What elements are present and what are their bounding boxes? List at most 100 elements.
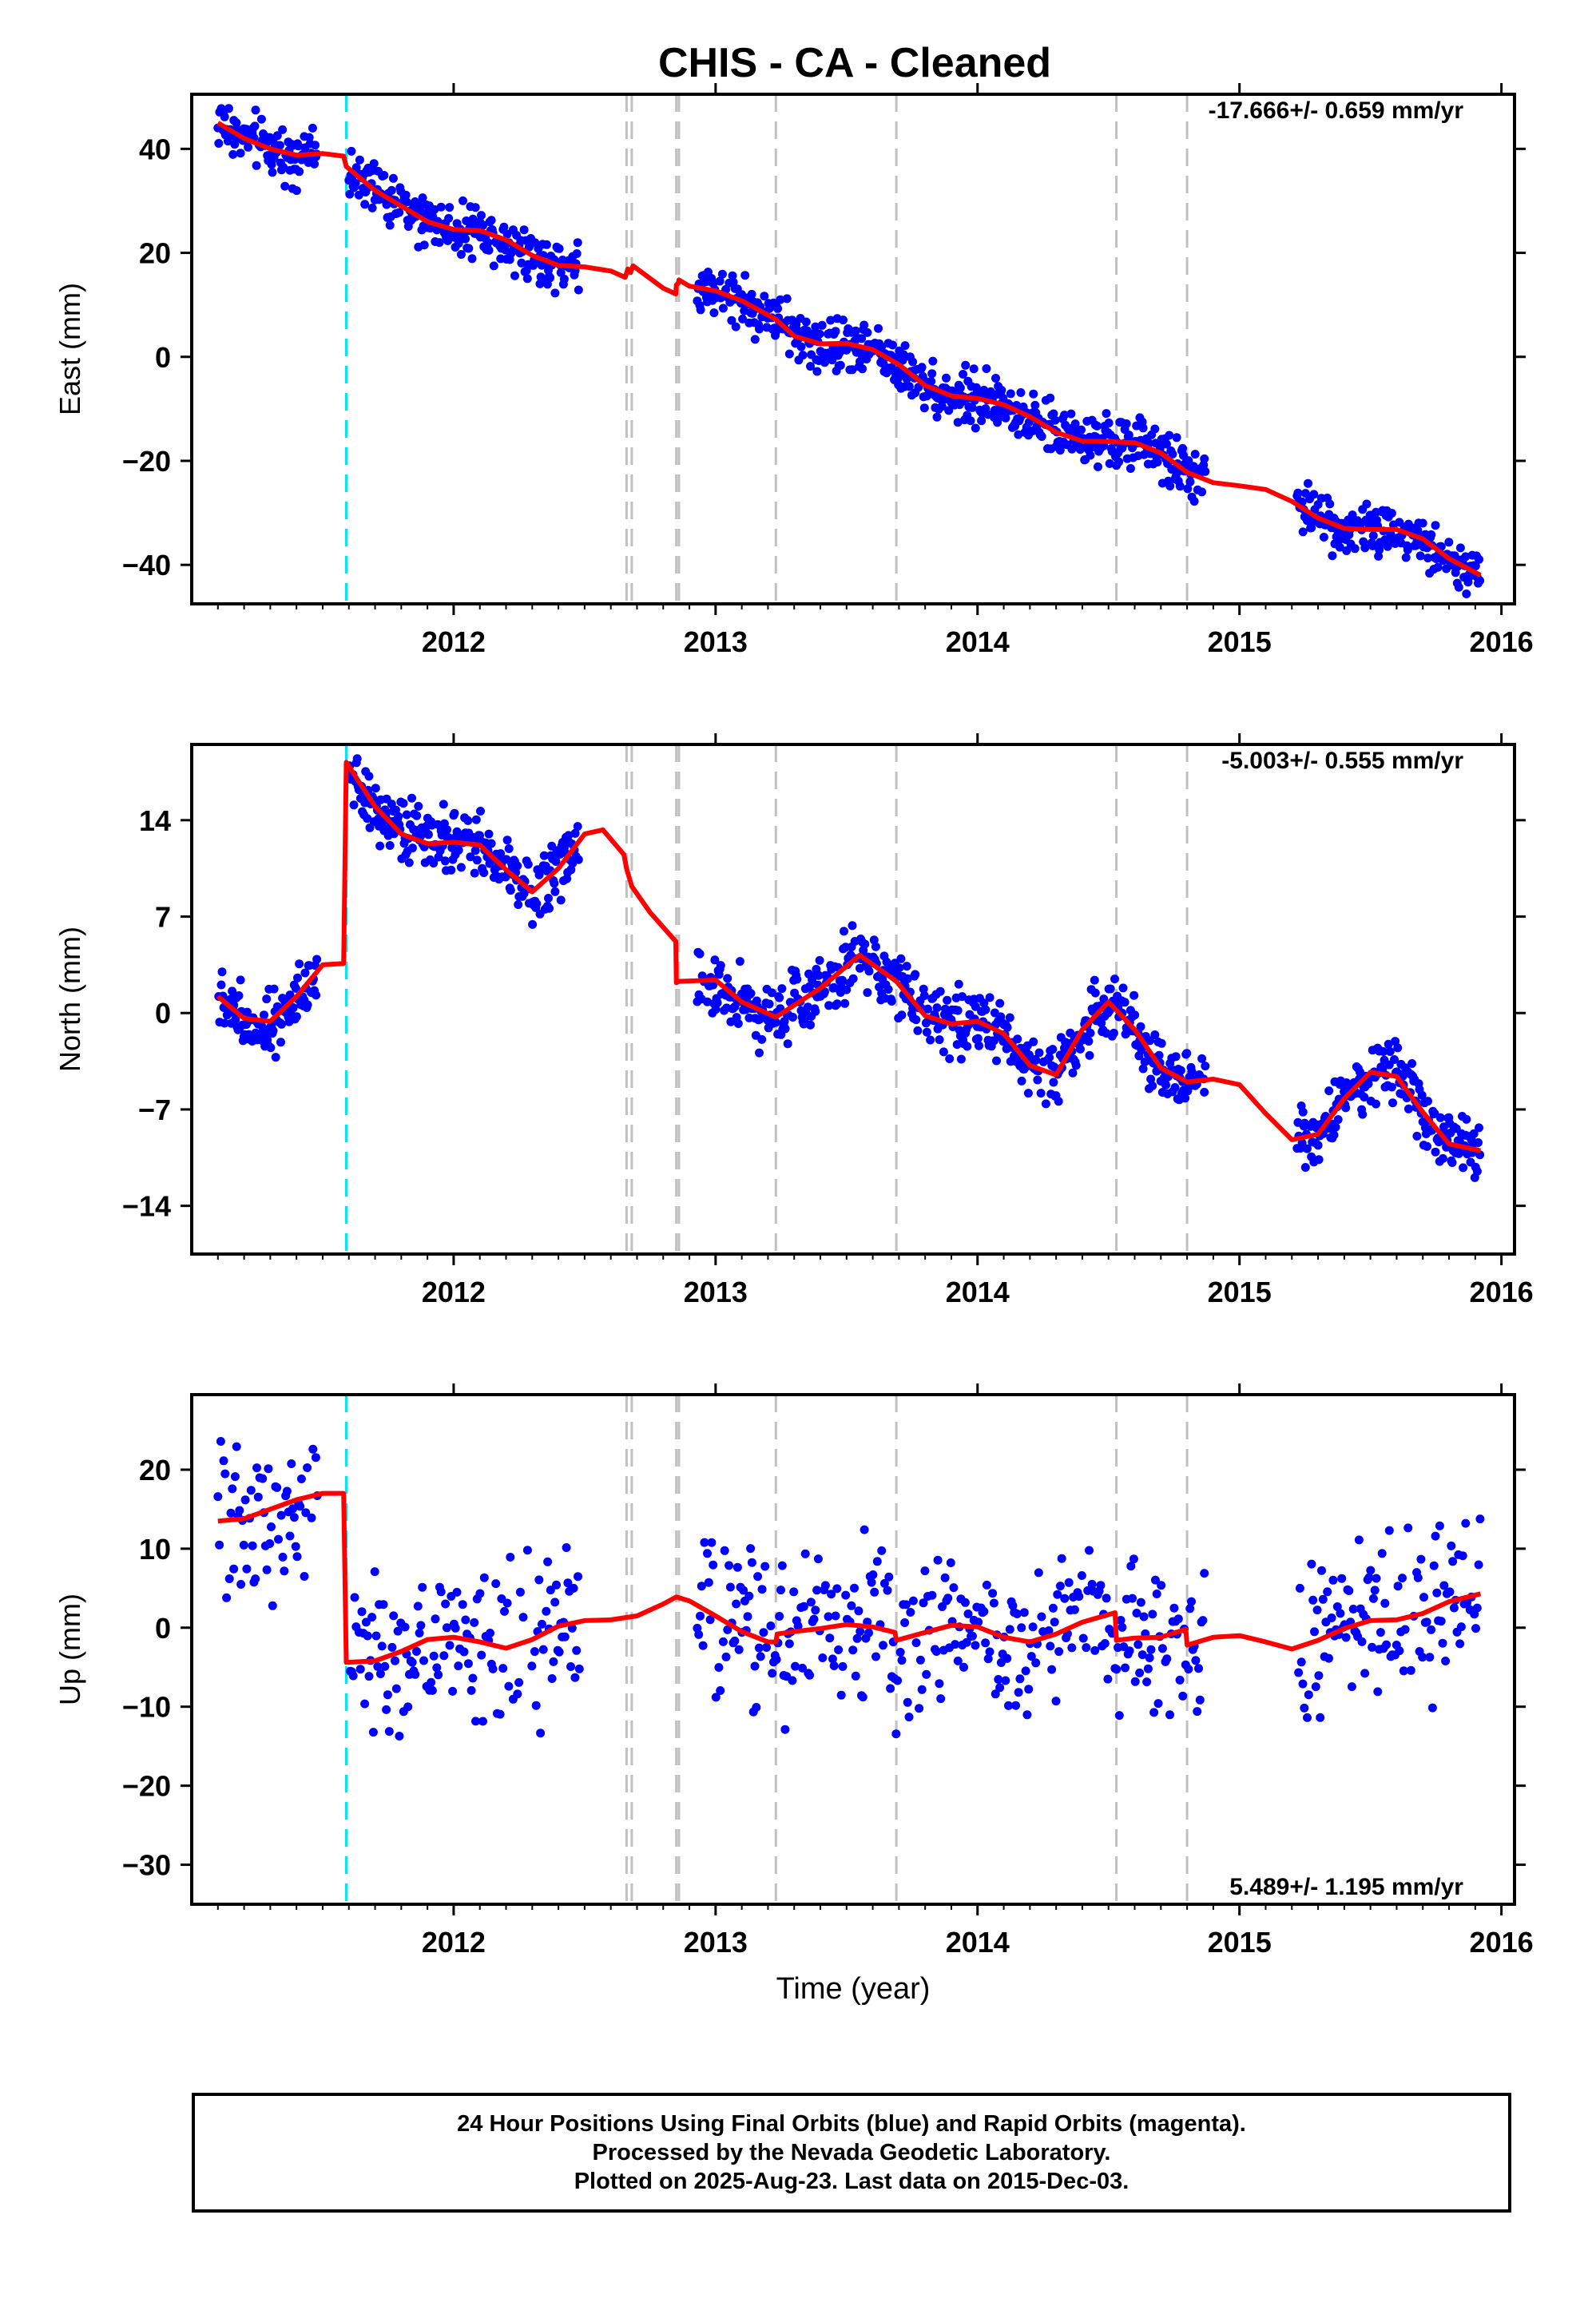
data-point	[1327, 1613, 1336, 1622]
data-point	[841, 1590, 851, 1600]
data-point	[1154, 1050, 1164, 1060]
data-point	[1364, 1573, 1374, 1582]
data-point	[277, 1019, 286, 1029]
data-point	[530, 1647, 539, 1657]
data-point	[1383, 542, 1392, 551]
data-point	[1403, 1523, 1413, 1533]
data-point	[429, 859, 439, 868]
data-point	[848, 1645, 858, 1655]
data-point	[574, 285, 583, 295]
data-point	[963, 1610, 973, 1618]
data-point	[871, 1652, 880, 1661]
data-point	[932, 1003, 942, 1013]
data-point	[731, 322, 740, 331]
data-point	[1311, 1682, 1320, 1692]
data-point	[752, 1703, 761, 1712]
data-point	[895, 1648, 905, 1657]
data-point	[401, 190, 411, 200]
data-point	[940, 1573, 950, 1582]
data-point	[278, 1552, 288, 1562]
data-point	[1106, 984, 1115, 994]
data-point	[919, 1598, 928, 1608]
data-point	[1319, 533, 1328, 542]
data-point	[464, 244, 474, 253]
data-point	[1126, 1562, 1136, 1571]
data-point	[817, 320, 827, 330]
data-point	[445, 1641, 455, 1650]
y-tick-label: −40	[122, 549, 171, 581]
data-point	[953, 1656, 963, 1665]
data-point	[1194, 1664, 1203, 1673]
data-point	[498, 1664, 508, 1673]
data-point	[246, 1486, 256, 1495]
data-point	[1157, 1644, 1167, 1653]
data-point	[824, 1001, 834, 1010]
data-point	[1054, 1097, 1063, 1106]
data-point	[1360, 1093, 1369, 1101]
data-point	[773, 304, 783, 313]
data-point	[536, 1729, 546, 1738]
data-point	[1393, 1582, 1403, 1591]
data-point	[850, 1583, 859, 1593]
data-point	[447, 843, 457, 852]
data-point	[248, 1541, 257, 1550]
data-point	[436, 202, 446, 212]
data-point	[962, 1637, 971, 1647]
data-point	[415, 1629, 424, 1637]
data-point	[1333, 1115, 1343, 1125]
data-point	[389, 1611, 399, 1621]
data-point	[1075, 1044, 1085, 1054]
data-point	[550, 288, 560, 298]
data-point	[943, 995, 952, 1005]
y-tick-label: −30	[122, 1849, 171, 1882]
data-point	[1366, 1566, 1376, 1575]
data-point	[357, 1607, 367, 1617]
data-point	[375, 841, 385, 851]
data-point	[351, 163, 361, 173]
data-point	[1085, 1546, 1094, 1555]
data-point	[427, 1685, 437, 1695]
data-point	[228, 1484, 237, 1494]
data-point	[1314, 1671, 1324, 1681]
data-point	[1294, 1668, 1304, 1677]
y-tick-label: 20	[139, 237, 171, 270]
data-point	[1145, 1653, 1154, 1662]
data-point	[735, 957, 744, 966]
data-point	[266, 1043, 276, 1053]
data-point	[1030, 400, 1040, 410]
data-point	[1308, 1595, 1318, 1605]
x-tick-label: 2014	[946, 1926, 1010, 1959]
data-point	[220, 1469, 230, 1479]
data-point	[301, 1508, 311, 1518]
data-point	[1431, 1147, 1440, 1157]
data-point	[1329, 1130, 1339, 1140]
data-point	[1070, 419, 1080, 429]
data-point	[412, 811, 422, 820]
data-point	[1138, 423, 1148, 433]
data-point	[1152, 1590, 1161, 1598]
data-point	[904, 382, 914, 391]
data-point	[1187, 1597, 1196, 1606]
data-point	[755, 1048, 764, 1058]
data-point	[1183, 484, 1193, 494]
data-point	[532, 899, 542, 908]
data-point	[402, 810, 411, 820]
data-point	[570, 828, 580, 838]
data-point	[572, 1645, 582, 1655]
data-point	[554, 244, 564, 253]
data-point	[1150, 1575, 1160, 1585]
data-point	[385, 220, 395, 230]
x-tick-label: 2015	[1208, 1276, 1272, 1308]
data-point	[927, 377, 936, 386]
data-point	[450, 808, 459, 818]
data-point	[1140, 1057, 1149, 1066]
data-point	[1445, 1587, 1455, 1597]
data-point	[973, 1034, 983, 1043]
data-point	[1435, 1521, 1444, 1530]
data-points	[214, 754, 1485, 1182]
x-tick-label: 2016	[1470, 1926, 1534, 1959]
data-point	[388, 173, 398, 183]
data-point	[811, 1606, 820, 1615]
data-point	[1387, 509, 1396, 518]
data-point	[863, 988, 872, 998]
